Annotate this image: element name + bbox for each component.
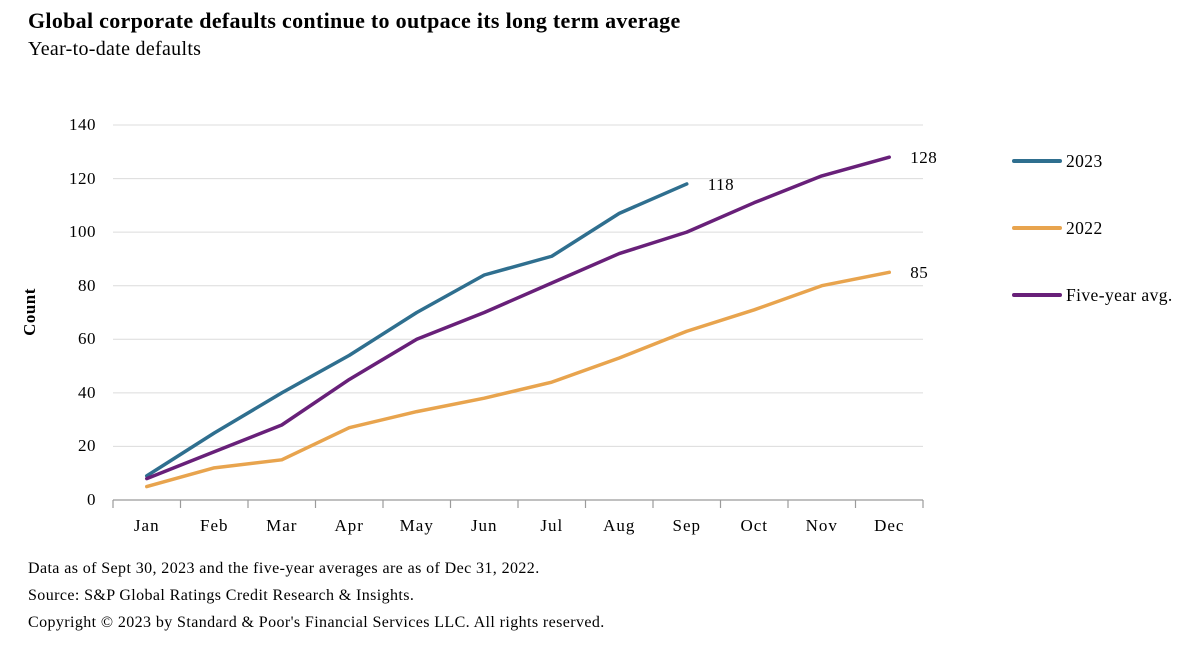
chart-subtitle: Year-to-date defaults bbox=[28, 38, 202, 60]
x-tick-label: May bbox=[399, 516, 434, 535]
x-tick-label: Mar bbox=[266, 516, 298, 535]
legend-line-swatch-2023 bbox=[1012, 159, 1062, 163]
y-tick-label: 40 bbox=[78, 382, 96, 402]
x-tick-label: Jan bbox=[133, 516, 160, 535]
y-tick-label: 60 bbox=[78, 329, 96, 349]
footnote-source: Source: S&P Global Ratings Credit Resear… bbox=[28, 587, 415, 604]
x-tick-label: Jun bbox=[470, 516, 498, 535]
legend-line-swatch-2022 bbox=[1012, 226, 1062, 230]
x-tick-label: Feb bbox=[200, 516, 229, 535]
legend-item-2022: 2022 bbox=[1012, 217, 1103, 239]
data-label-2023: 118 bbox=[707, 174, 735, 194]
y-tick-label: 100 bbox=[69, 222, 96, 242]
series-line-2022 bbox=[145, 270, 891, 489]
y-tick-label: 0 bbox=[87, 490, 96, 509]
data-label-five-year-avg: 128 bbox=[910, 148, 938, 168]
y-tick-label: 20 bbox=[78, 436, 96, 456]
legend-label-five-year-avg: Five-year avg. bbox=[1066, 284, 1173, 305]
x-tick-label: Oct bbox=[740, 516, 769, 535]
x-tick-label: Aug bbox=[603, 516, 636, 535]
x-tick-label: Dec bbox=[874, 516, 905, 535]
x-tick-label: Apr bbox=[334, 516, 364, 535]
data-label-2022: 85 bbox=[910, 263, 929, 283]
series-line-2023 bbox=[145, 182, 689, 478]
y-tick-label: 120 bbox=[69, 168, 96, 188]
footnote-data-as-of: Data as of Sept 30, 2023 and the five-ye… bbox=[28, 560, 540, 577]
x-tick-label: Sep bbox=[672, 516, 701, 535]
legend-item-2023: 2023 bbox=[1012, 150, 1103, 172]
y-tick-label: 140 bbox=[69, 115, 96, 134]
y-tick-label: 80 bbox=[78, 275, 96, 295]
legend-label-2022: 2022 bbox=[1066, 217, 1103, 238]
x-tick-label: Jul bbox=[540, 516, 564, 535]
x-tick-label: Nov bbox=[805, 516, 838, 535]
legend-item-five-year-avg: Five-year avg. bbox=[1012, 284, 1173, 306]
series-line-five-year-avg- bbox=[145, 155, 891, 481]
footnote-copyright: Copyright © 2023 by Standard & Poor's Fi… bbox=[28, 614, 605, 631]
legend-line-swatch-five-year-avg bbox=[1012, 293, 1062, 297]
chart-title: Global corporate defaults continue to ou… bbox=[28, 8, 681, 33]
legend-label-2023: 2023 bbox=[1066, 150, 1103, 171]
